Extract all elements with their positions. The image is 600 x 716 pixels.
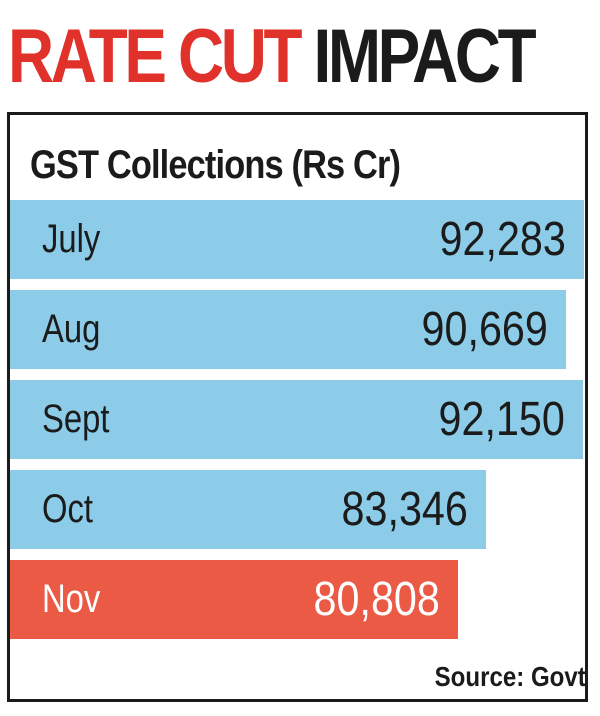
bar-label-sept: Sept [42,397,110,441]
source-note: Source: Govt [434,661,586,692]
bar-sept: Sept 92,150 [10,380,583,459]
bar-aug: Aug 90,669 [10,290,567,369]
bar-value-oct: 83,346 [341,483,468,536]
headline: RATE CUT IMPACT [8,14,537,100]
bar-value-aug: 90,669 [422,303,549,356]
bar-july: July 92,283 [10,200,584,279]
bar-label-oct: Oct [42,487,94,531]
chart-frame [7,112,588,702]
bar-value-nov: 80,808 [313,573,441,626]
bar-oct: Oct 83,346 [10,470,486,549]
bar-nov: Nov 80,808 [10,560,459,639]
bar-value-july: 92,283 [439,213,566,266]
bar-value-sept: 92,150 [438,393,565,446]
bar-label-july: July [42,217,101,261]
bar-label-nov: Nov [42,577,101,621]
bar-label-aug: Aug [42,307,101,351]
chart-title: GST Collections (Rs Cr) [30,143,401,187]
headline-part-rate-cut: RATE CUT [8,14,314,99]
bar-chart: July 92,283 Aug 90,669 Sept 92,150 Oct 83,346 No… [10,200,590,650]
headline-part-impact: IMPACT [313,14,536,99]
